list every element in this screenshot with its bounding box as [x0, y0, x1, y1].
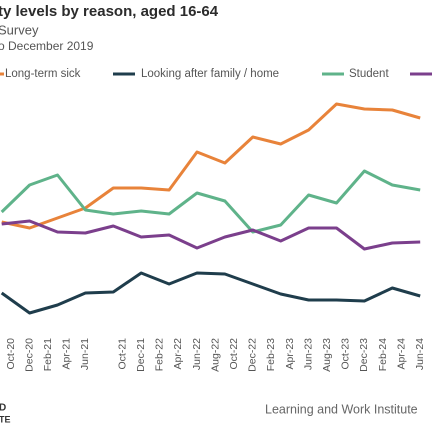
series-line	[0, 169, 421, 234]
chart-title: ty levels by reason, aged 16-64	[0, 3, 219, 20]
x-tick-label: Dec-23	[358, 338, 370, 372]
series-line	[1, 219, 421, 251]
series-line	[0, 271, 421, 315]
x-tick-label: Jun-23	[302, 338, 314, 370]
x-tick-label: Feb-22	[154, 338, 166, 371]
legend-label: Looking after family / home	[141, 68, 279, 80]
x-tick-label: Aug-23	[321, 338, 333, 372]
legend-label: Student	[349, 68, 389, 80]
x-tick-label: Dec-21	[135, 338, 147, 372]
x-tick-label: Apr-23	[284, 338, 296, 370]
legend-label: Long-term sick	[5, 68, 81, 80]
logo-text: D	[0, 403, 6, 414]
x-tick-label: Jun-24	[414, 338, 426, 370]
logo-text: TE	[0, 414, 11, 424]
series-line	[1, 102, 421, 230]
x-tick-label: Dec-20	[23, 338, 35, 372]
x-tick-label: Jun-22	[191, 338, 203, 370]
x-tick-label: Jun-21	[79, 338, 91, 370]
x-tick-label: Feb-23	[265, 338, 277, 371]
x-tick-label: Aug-22	[209, 338, 221, 372]
x-tick-label: Apr-22	[172, 338, 184, 370]
x-tick-label: Apr-24	[395, 338, 407, 370]
x-tick-label: Oct-22	[228, 338, 240, 370]
x-tick-label: Dec-22	[247, 338, 259, 372]
x-tick-label: Apr-21	[61, 338, 73, 370]
x-tick-label: Oct-21	[116, 338, 128, 370]
subtitle: Survey	[0, 22, 39, 37]
source: Learning and Work Institute	[265, 402, 418, 416]
x-tick-label: Feb-24	[377, 338, 389, 371]
x-tick-label: Oct-20	[5, 338, 17, 370]
subtitle: o December 2019	[0, 39, 94, 53]
x-tick-label: Feb-21	[42, 338, 54, 371]
x-tick-label: Oct-23	[340, 338, 352, 370]
